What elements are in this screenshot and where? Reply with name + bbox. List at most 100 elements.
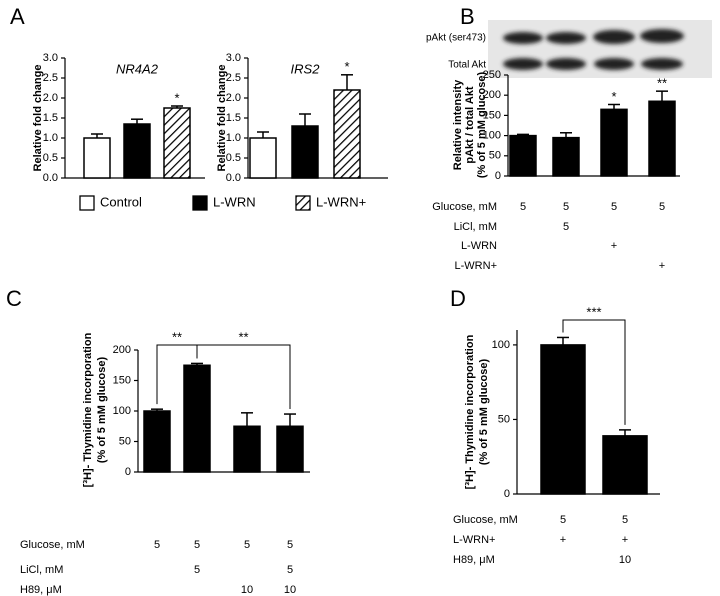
condition-value: + <box>611 240 617 252</box>
condition-value: + <box>622 534 628 546</box>
y-tick-label: 100 <box>113 405 131 417</box>
significance: ** <box>657 76 667 91</box>
y-tick-label: 50 <box>489 150 501 162</box>
condition-value: 5 <box>560 514 566 526</box>
legend-label: Control <box>100 194 142 209</box>
condition-value: 5 <box>244 539 250 551</box>
condition-label: LiCl, mM <box>454 221 497 233</box>
condition-value: 10 <box>284 584 296 596</box>
bar <box>249 137 277 179</box>
y-axis-label: Relative intensity <box>452 79 464 170</box>
significance: *** <box>586 304 601 319</box>
significance: ** <box>172 329 182 344</box>
significance: * <box>174 90 179 105</box>
y-tick-label: 200 <box>483 89 501 101</box>
chart-title: IRS2 <box>291 61 321 76</box>
bar <box>648 100 676 177</box>
condition-label: H89, μM <box>20 584 62 596</box>
condition-value: 5 <box>563 201 569 213</box>
significance: ** <box>238 329 248 344</box>
bar <box>291 125 319 179</box>
y-tick-label: 0.5 <box>43 152 58 164</box>
bar <box>143 410 171 473</box>
y-tick-label: 1.0 <box>43 132 58 144</box>
panel-letter: C <box>6 286 22 311</box>
bar <box>183 364 211 473</box>
y-tick-label: 0.0 <box>43 172 58 184</box>
y-tick-label: 200 <box>113 344 131 356</box>
condition-value: 5 <box>287 539 293 551</box>
bar <box>600 108 628 177</box>
bar <box>540 344 586 495</box>
condition-value: 5 <box>287 564 293 576</box>
condition-value: 5 <box>659 201 665 213</box>
condition-label: L-WRN+ <box>455 260 497 272</box>
legend-label: L-WRN+ <box>316 194 366 209</box>
legend-swatch <box>79 195 95 211</box>
condition-label: Glucose, mM <box>453 514 518 526</box>
legend-swatch <box>192 195 208 211</box>
bracket <box>562 319 626 425</box>
panel-letter: B <box>460 4 475 29</box>
condition-value: 5 <box>520 201 526 213</box>
bar <box>83 137 111 179</box>
condition-value: 5 <box>154 539 160 551</box>
y-axis-label: [³H]- Thymidine incorporation <box>464 334 476 489</box>
y-tick-label: 50 <box>498 413 510 425</box>
y-axis-label: (% of 5 mM glucose) <box>478 358 490 465</box>
bar <box>602 435 648 495</box>
y-tick-label: 250 <box>483 69 501 81</box>
y-tick-label: 50 <box>119 435 131 447</box>
y-axis-label: (% of 5 mM glucose) <box>96 356 108 463</box>
y-tick-label: 0 <box>495 170 501 182</box>
legend-swatch <box>295 195 311 211</box>
blot-label: Total Akt <box>448 60 486 71</box>
bar <box>552 136 580 177</box>
y-tick-label: 2.5 <box>43 72 58 84</box>
chart-title: NR4A2 <box>116 61 159 76</box>
bar <box>509 134 537 177</box>
condition-label: Glucose, mM <box>20 539 85 551</box>
bar <box>163 107 191 179</box>
y-tick-label: 2.5 <box>226 72 241 84</box>
y-tick-label: 1.5 <box>43 112 58 124</box>
y-tick-label: 3.0 <box>226 52 241 64</box>
y-tick-label: 2.0 <box>226 92 241 104</box>
condition-label: L-WRN <box>461 240 497 252</box>
condition-value: + <box>659 260 665 272</box>
bar <box>333 89 361 179</box>
panel-letter: A <box>10 4 25 29</box>
y-tick-label: 150 <box>483 109 501 121</box>
condition-label: L-WRN+ <box>453 534 495 546</box>
condition-value: + <box>560 534 566 546</box>
y-tick-label: 0 <box>125 466 131 478</box>
condition-value: 5 <box>611 201 617 213</box>
legend-label: L-WRN <box>213 194 256 209</box>
y-axis-label: pAkt / total Akt <box>464 86 476 164</box>
condition-label: LiCl, mM <box>20 564 63 576</box>
bar <box>276 425 304 473</box>
condition-value: 5 <box>622 514 628 526</box>
y-tick-label: 1.0 <box>226 132 241 144</box>
western-blot <box>488 20 712 78</box>
y-tick-label: 100 <box>492 339 510 351</box>
y-axis-label: (% of 5 mM glucose) <box>476 71 488 178</box>
condition-value: 5 <box>194 564 200 576</box>
condition-value: 10 <box>619 554 631 566</box>
significance: * <box>344 59 349 74</box>
y-axis-label: Relative fold change <box>216 65 228 172</box>
y-tick-label: 100 <box>483 130 501 142</box>
bar <box>123 123 151 179</box>
y-axis-label: [³H]- Thymidine incorporation <box>82 332 94 487</box>
y-tick-label: 0.5 <box>226 152 241 164</box>
condition-label: Glucose, mM <box>432 201 497 213</box>
bar <box>233 425 261 473</box>
y-tick-label: 2.0 <box>43 92 58 104</box>
significance: * <box>611 89 616 104</box>
condition-value: 5 <box>194 539 200 551</box>
y-tick-label: 3.0 <box>43 52 58 64</box>
bracket <box>196 344 291 410</box>
panel-letter: D <box>450 286 466 311</box>
y-tick-label: 0 <box>504 488 510 500</box>
